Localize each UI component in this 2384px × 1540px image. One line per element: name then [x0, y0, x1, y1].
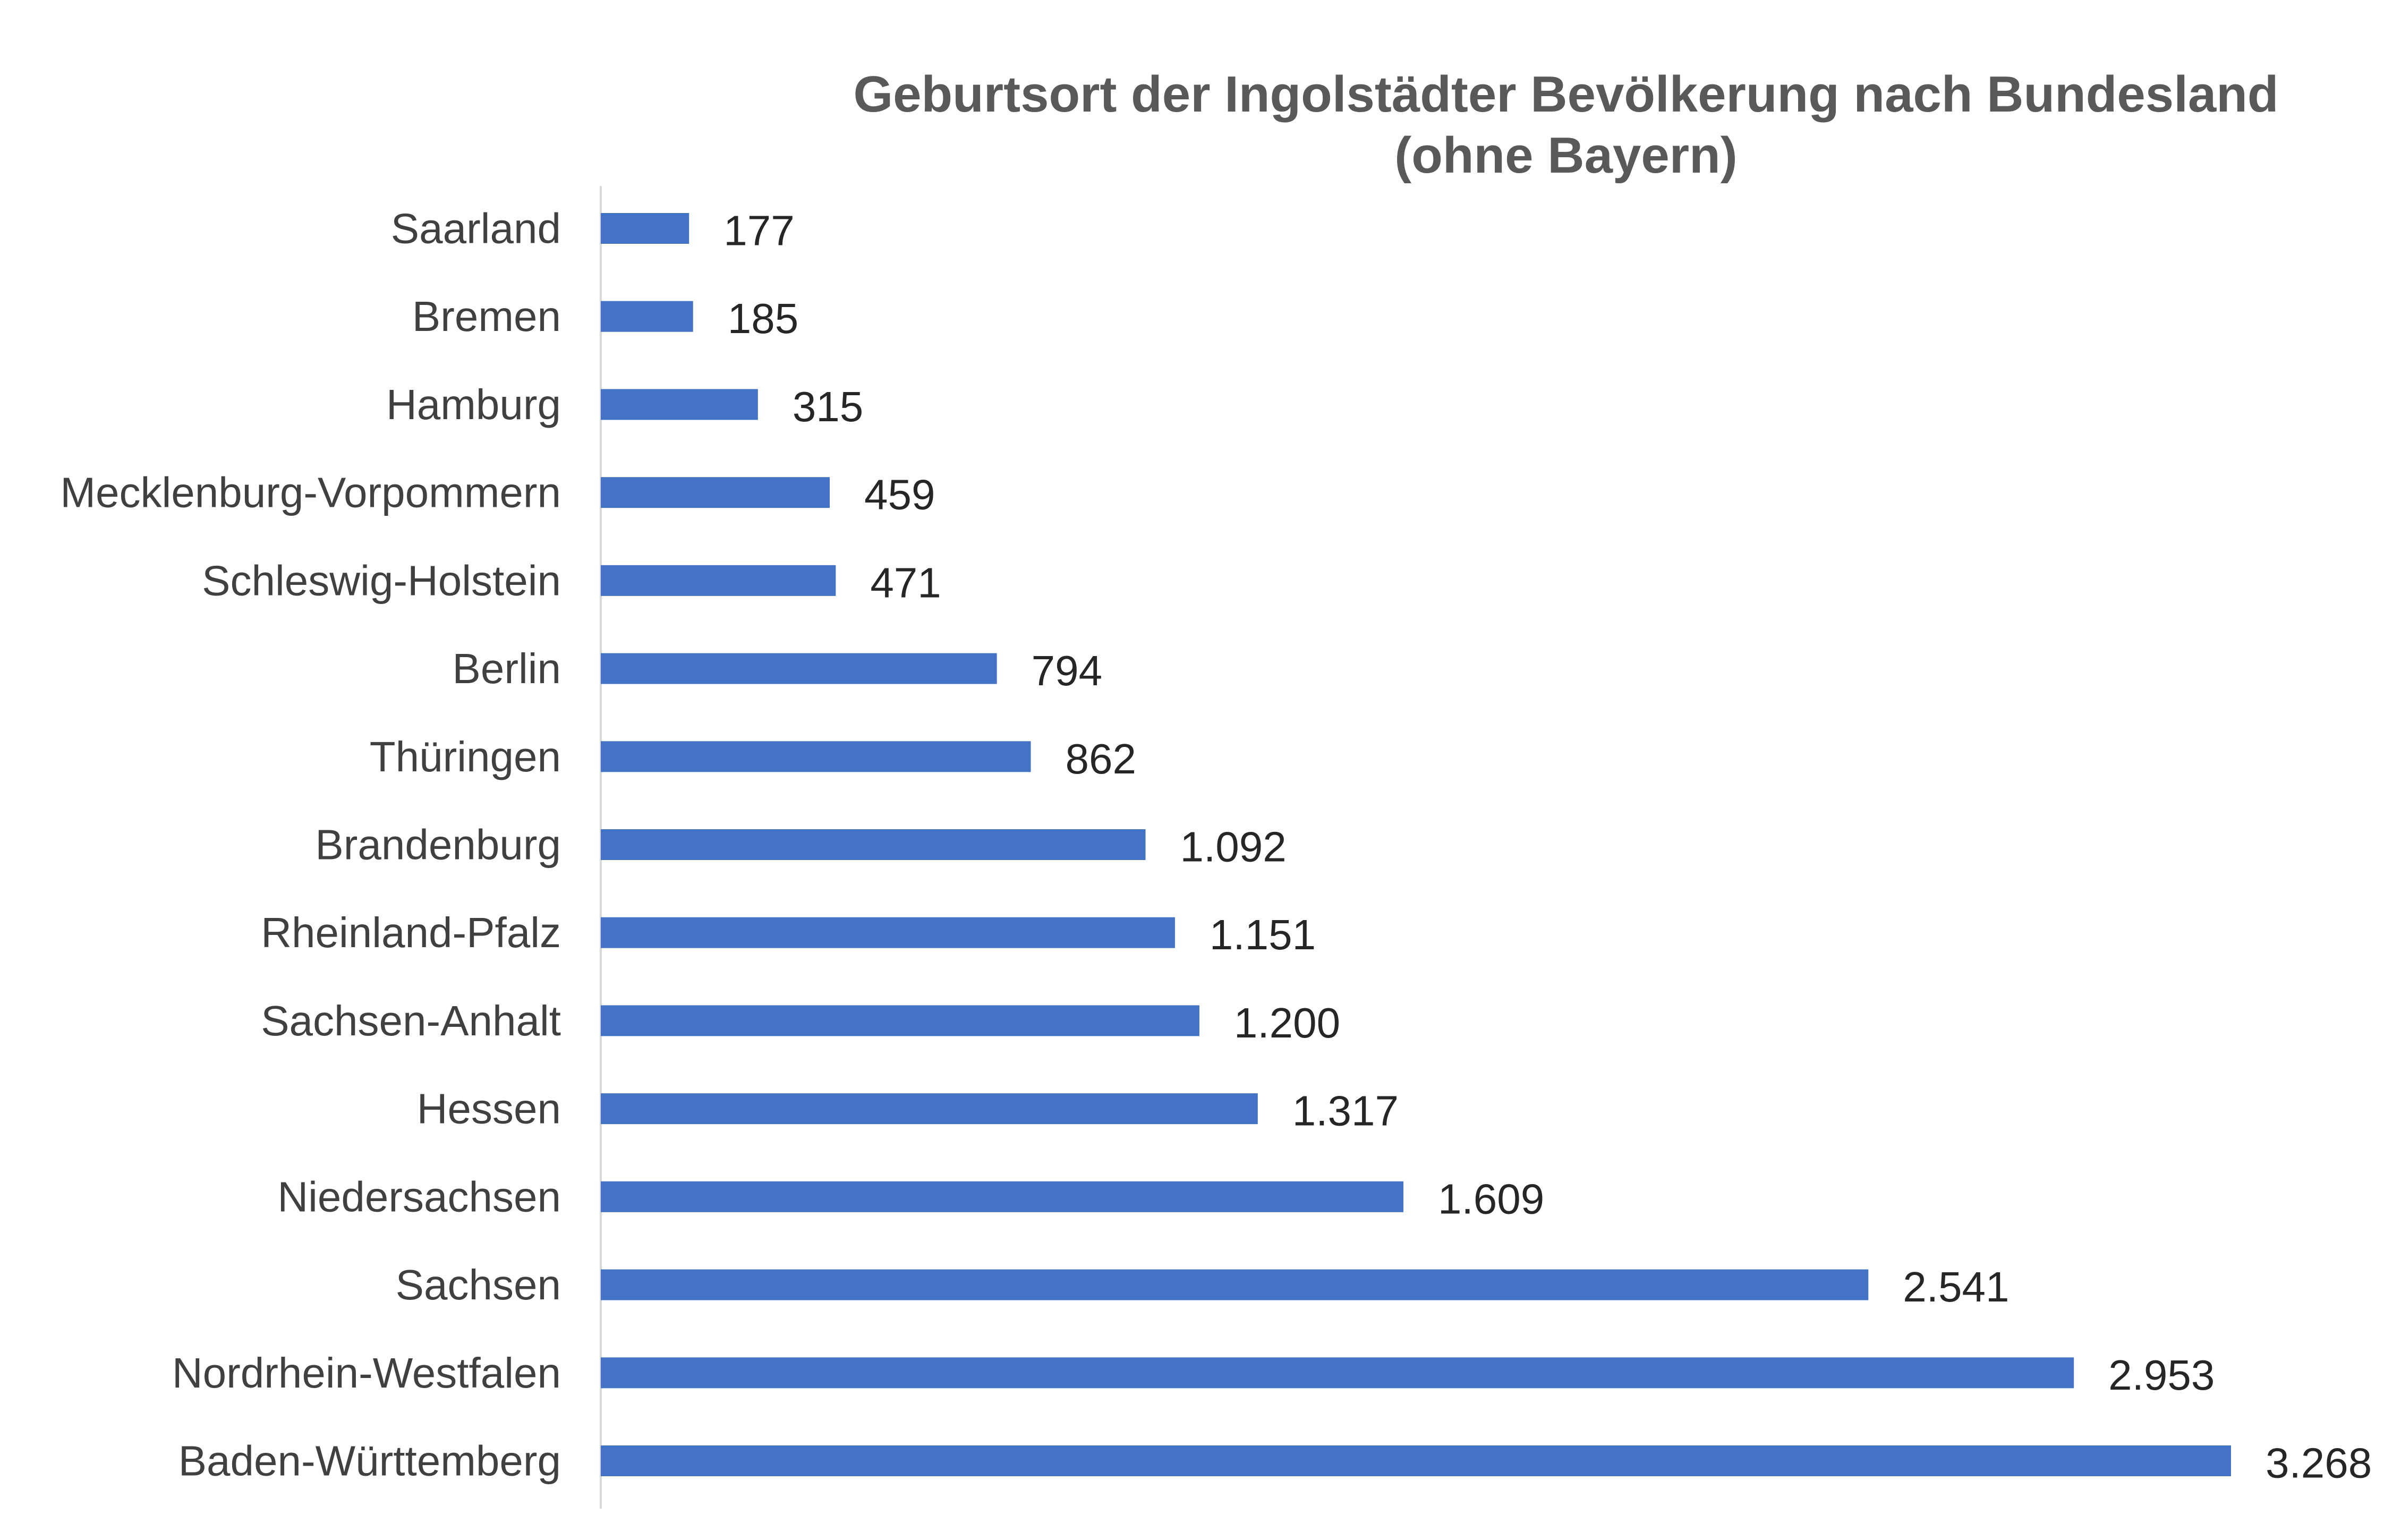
value-label-baden-wuerttemberg: 3.268 [2266, 1440, 2372, 1487]
category-label-brandenburg: Brandenburg [315, 821, 561, 869]
value-label-hessen: 1.317 [1292, 1087, 1399, 1135]
value-label-rheinland-pfalz: 1.151 [1210, 911, 1316, 958]
bar-baden-wuerttemberg [601, 1445, 2231, 1476]
category-label-schleswig-holstein: Schleswig-Holstein [202, 557, 561, 604]
bar-nordrhein-westfalen [601, 1357, 2074, 1389]
value-label-sachsen-anhalt: 1.200 [1234, 999, 1340, 1046]
value-label-brandenburg: 1.092 [1180, 823, 1287, 871]
bar-rheinland-pfalz [601, 917, 1175, 948]
category-label-sachsen: Sachsen [396, 1261, 561, 1308]
bar-hessen [601, 1093, 1258, 1125]
category-label-sachsen-anhalt: Sachsen-Anhalt [261, 997, 561, 1044]
bar-saarland [601, 213, 689, 244]
category-label-thueringen: Thüringen [370, 733, 561, 780]
value-label-sachsen: 2.541 [1903, 1263, 2009, 1311]
category-label-nordrhein-westfalen: Nordrhein-Westfalen [172, 1349, 561, 1397]
category-label-mecklenburg-vorpommern: Mecklenburg-Vorpommern [60, 469, 561, 516]
value-label-hamburg: 315 [793, 383, 863, 430]
value-label-nordrhein-westfalen: 2.953 [2108, 1351, 2215, 1399]
value-label-schleswig-holstein: 471 [870, 559, 941, 606]
value-label-thueringen: 862 [1066, 735, 1136, 782]
bar-brandenburg [601, 829, 1146, 860]
category-label-hamburg: Hamburg [386, 381, 561, 428]
category-label-bremen: Bremen [412, 293, 561, 340]
chart-title-line-1: Geburtsort der Ingolstädter Bevölkerung … [853, 66, 2278, 123]
category-label-hessen: Hessen [417, 1085, 561, 1133]
bar-bremen [601, 301, 693, 332]
bar-hamburg [601, 389, 758, 420]
bar-schleswig-holstein [601, 565, 836, 596]
category-label-berlin: Berlin [452, 645, 561, 692]
category-label-saarland: Saarland [391, 205, 561, 252]
bar-mecklenburg-vorpommern [601, 477, 830, 508]
value-label-berlin: 794 [1032, 647, 1102, 694]
category-label-rheinland-pfalz: Rheinland-Pfalz [261, 909, 561, 956]
value-label-mecklenburg-vorpommern: 459 [864, 471, 935, 518]
bar-niedersachsen [601, 1181, 1404, 1212]
bar-sachsen-anhalt [601, 1005, 1199, 1036]
bar-berlin [601, 653, 997, 684]
value-label-niedersachsen: 1.609 [1438, 1175, 1544, 1222]
bars-layer [601, 213, 2231, 1476]
bar-thueringen [601, 741, 1031, 772]
category-labels: Saarland Bremen Hamburg Mecklenburg-Vorpomm… [60, 205, 561, 1485]
chart-title-line-2: (ohne Bayern) [1394, 127, 1737, 184]
value-label-bremen: 185 [728, 295, 798, 342]
value-label-saarland: 177 [723, 207, 794, 254]
category-label-niedersachsen: Niedersachsen [277, 1173, 561, 1220]
category-label-baden-wuerttemberg: Baden-Württemberg [178, 1437, 561, 1485]
bar-sachsen [601, 1269, 1869, 1300]
